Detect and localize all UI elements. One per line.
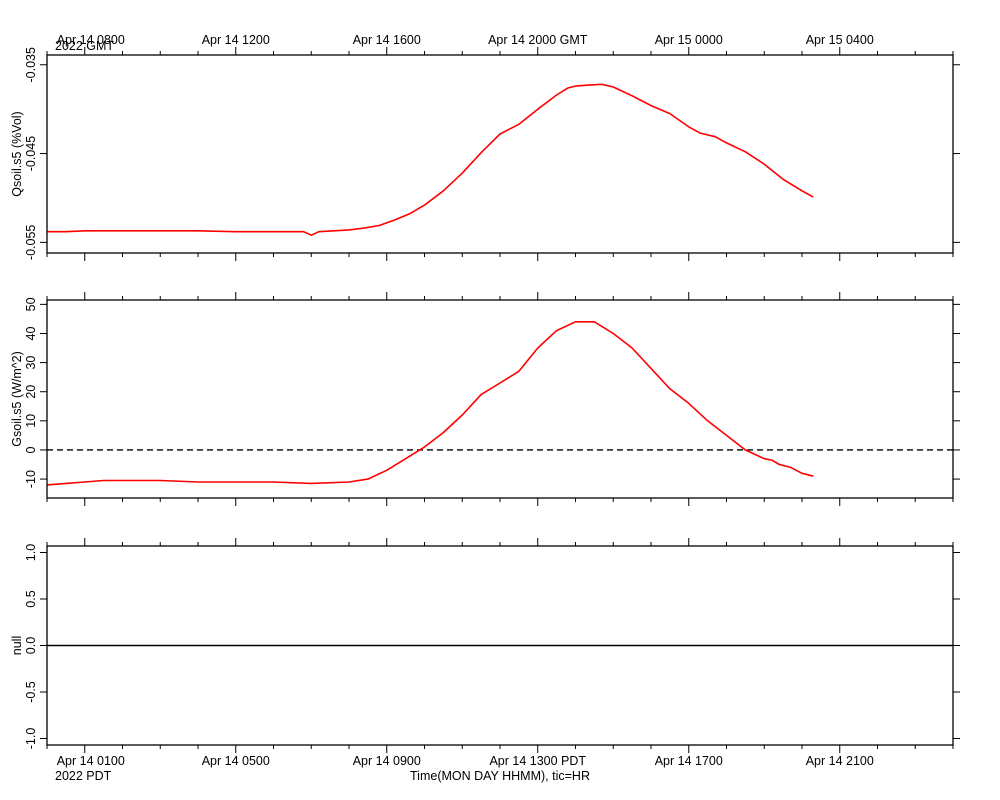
top-axis-label: Apr 14 0800: [57, 33, 125, 47]
y-tick-label: -10: [24, 470, 38, 488]
panel-2-frame: [46, 299, 954, 499]
panel-1-series-1-line: [47, 83, 814, 236]
y-tick-label: 10: [24, 414, 38, 428]
plot-content: [46, 83, 953, 647]
top-axis-label: Apr 15 0000: [655, 33, 723, 47]
top-axis-label: Apr 14 2000 GMT: [488, 33, 588, 47]
bottom-axis-label: Apr 14 0500: [202, 754, 270, 768]
bottom-axis-label: Apr 14 1300 PDT: [489, 754, 586, 768]
bottom-axis-year-label: 2022 PDT: [55, 769, 112, 783]
y-tick-label: 30: [24, 356, 38, 370]
plot-axes: -0.055 -0.045 -0.035 Qsoil.s5 (%Vol) -10 0 10 2…: [10, 33, 960, 783]
top-axis-year-label: 2022 GMT: [55, 39, 114, 53]
bottom-axis-label: Apr 14 1700: [655, 754, 723, 768]
x-axis-title: Time(MON DAY HHMM), tic=HR: [410, 769, 590, 783]
y-tick-label: -1.0: [24, 728, 38, 750]
panel-2-ylabel: Gsoil.s5 (W/m^2): [10, 351, 24, 446]
panel-2-series-1-line: [46, 320, 814, 486]
y-tick-label: -0.045: [24, 136, 38, 171]
y-tick-label: -0.5: [24, 681, 38, 703]
y-tick-label: 1.0: [24, 544, 38, 561]
top-axis-label: Apr 14 1200: [202, 33, 270, 47]
panel-1-ylabel: Qsoil.s5 (%Vol): [10, 111, 24, 196]
y-tick-label: 0: [24, 446, 38, 453]
y-tick-label: 0.0: [24, 637, 38, 654]
y-tick-label: -0.055: [24, 225, 38, 260]
y-tick-label: -0.035: [24, 47, 38, 82]
panel-3-ylabel: null: [10, 636, 24, 655]
y-tick-label: 40: [24, 326, 38, 340]
panel-1-frame: [46, 54, 954, 254]
y-tick-label: 0.5: [24, 590, 38, 607]
bottom-axis-label: Apr 14 2100: [806, 754, 874, 768]
bottom-axis-label: Apr 14 0100: [57, 754, 125, 768]
top-axis-label: Apr 15 0400: [806, 33, 874, 47]
y-tick-label: 50: [24, 297, 38, 311]
bottom-axis-label: Apr 14 0900: [353, 754, 421, 768]
top-axis-label: Apr 14 1600: [353, 33, 421, 47]
y-tick-label: 20: [24, 385, 38, 399]
